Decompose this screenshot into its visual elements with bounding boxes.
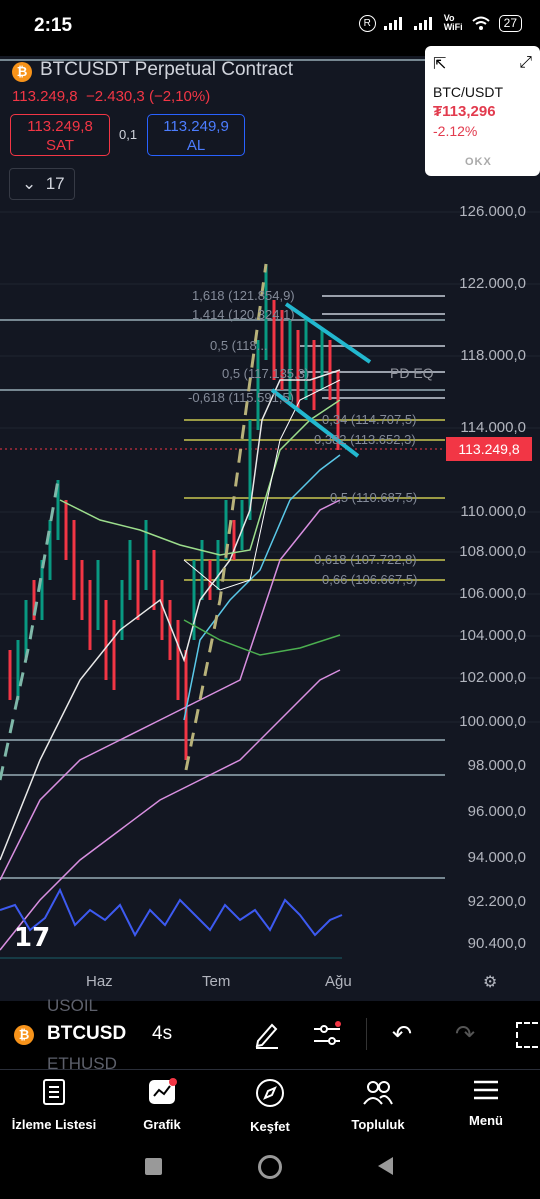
y-tick: 104.000,0 — [459, 627, 526, 644]
buy-label: AL — [186, 137, 206, 154]
back-icon[interactable] — [375, 1155, 395, 1177]
list-icon — [43, 1079, 65, 1105]
compass-icon — [256, 1079, 284, 1107]
y-tick: 94.000,0 — [467, 849, 526, 866]
widget-price: ₮113,296 — [433, 103, 496, 120]
fib-label: 0,5 (117.135,3) — [222, 366, 310, 381]
fib-label: 0,5 (118... — [210, 338, 268, 353]
status-time: 2:15 — [34, 15, 73, 36]
toolbar-divider — [366, 1018, 367, 1050]
symbol-title[interactable]: BTCUSDT Perpetual Contract — [40, 59, 294, 80]
y-tick: 106.000,0 — [459, 585, 526, 602]
nav-label: Keşfet — [250, 1119, 290, 1134]
okx-logo: OKX — [465, 156, 492, 168]
y-tick: 114.000,0 — [460, 419, 526, 436]
chart-canvas[interactable]: 𝟭𝟳 — [0, 56, 540, 1001]
y-tick: 98.000,0 — [467, 757, 526, 774]
widget-change: -2.12% — [433, 123, 478, 139]
symbol-selector[interactable]: BTCUSD — [47, 1023, 127, 1044]
symbol-ghost-below: ETHUSD — [47, 1054, 117, 1073]
nav-watchlist[interactable]: İzleme Listesi — [0, 1078, 108, 1132]
price-chart[interactable] — [0, 56, 540, 1001]
buy-price: 113.249,9 — [163, 118, 229, 135]
y-tick: 122.000,0 — [459, 275, 526, 292]
last-price: 113.249,8 — [12, 88, 78, 105]
indicators-toggle[interactable]: ⌄ 17 — [9, 168, 75, 200]
sell-label: SAT — [45, 137, 75, 154]
symbol-ghost-above: USOIL — [47, 996, 99, 1015]
fib-label: 0,34 (114.707,5) — [322, 412, 417, 427]
expand-icon[interactable]: ⤢ — [519, 54, 532, 71]
nav-label: Menü — [469, 1113, 503, 1128]
y-tick: 108.000,0 — [459, 543, 526, 560]
nav-community[interactable]: Topluluk — [324, 1078, 432, 1132]
y-tick: 118.000,0 — [460, 347, 526, 364]
y-tick: 92.200,0 — [467, 893, 526, 910]
chart-icon — [149, 1078, 177, 1104]
spread-value: 0,1 — [119, 127, 138, 142]
open-external-icon[interactable]: ⇱ — [433, 56, 447, 73]
y-tick: 96.000,0 — [467, 803, 526, 820]
price-change: −2.430,3 (−2,10%) — [85, 88, 211, 105]
y-tick: 126.000,0 — [459, 203, 526, 220]
price-change-line: 113.249,8 −2.430,3 (−2,10%) — [12, 88, 210, 105]
btc-icon: ₿ — [14, 1025, 34, 1045]
signal-icon — [383, 17, 402, 30]
y-tick: 102.000,0 — [459, 669, 526, 686]
nav-menu[interactable]: Menü — [432, 1078, 540, 1128]
fullscreen-icon[interactable] — [516, 1022, 538, 1048]
x-tick: Haz — [86, 973, 113, 990]
indicators-icon[interactable] — [312, 1021, 344, 1049]
x-tick: Ağu — [325, 973, 352, 990]
nav-explore[interactable]: Keşfet — [216, 1078, 324, 1134]
home-icon[interactable] — [258, 1155, 282, 1179]
fib-label: 0,66 (106.667,5) — [322, 572, 418, 587]
current-price-tag: 113.249,8 — [446, 437, 532, 461]
nav-label: Topluluk — [351, 1117, 405, 1132]
interval-selector[interactable]: 4s — [152, 1023, 173, 1044]
sell-price: 113.249,8 — [27, 118, 93, 135]
drawing-pen-icon[interactable] — [252, 1019, 280, 1049]
sell-button[interactable]: 113.249,8 SAT — [10, 114, 110, 156]
nav-label: Grafik — [143, 1117, 181, 1132]
registered-icon: R — [358, 14, 376, 32]
y-tick: 90.400,0 — [467, 935, 526, 952]
settings-icon[interactable]: ⚙ — [483, 974, 498, 991]
y-tick: 100.000,0 — [459, 713, 526, 730]
pd-eq-label: PD EQ — [390, 365, 434, 381]
fib-label: 1,618 (121.854,9) — [192, 288, 295, 303]
undo-icon[interactable]: ↶ — [392, 1021, 413, 1048]
tradingview-logo: 𝟭𝟳 — [14, 922, 51, 952]
nav-chart[interactable]: Grafik — [108, 1078, 216, 1132]
fib-label: 0,382 (113.652,3) — [314, 432, 416, 447]
wifi-icon — [471, 16, 490, 30]
y-tick: 110.000,0 — [460, 503, 526, 520]
community-icon — [363, 1081, 393, 1105]
fib-label: 0,5 (110.687,5) — [330, 490, 418, 505]
fib-label: -0,618 (115.591,5) — [188, 390, 294, 405]
signal-icon-2 — [413, 17, 432, 30]
btc-icon: ₿ — [12, 62, 32, 82]
fib-label: 1,414 (120.324,1) — [192, 307, 295, 322]
price-widget[interactable]: ⇱ ⤢ BTC/USDT ₮113,296 -2.12% OKX — [425, 46, 540, 176]
volte-label: Vo WiFi — [443, 13, 463, 32]
chevron-down-icon: ⌄ — [22, 174, 37, 193]
nav-label: İzleme Listesi — [11, 1117, 97, 1132]
battery-icon: 27 — [498, 14, 522, 32]
status-icons: R Vo WiFi 27 — [358, 13, 522, 32]
redo-icon[interactable]: ↷ — [455, 1021, 476, 1048]
widget-pair: BTC/USDT — [433, 84, 503, 100]
buy-button[interactable]: 113.249,9 AL — [147, 114, 245, 156]
fib-label: 0,618 (107.722,8) — [314, 552, 417, 567]
recents-icon[interactable] — [145, 1158, 162, 1175]
indicator-count: 17 — [45, 174, 65, 193]
x-tick: Tem — [202, 973, 231, 990]
menu-icon — [474, 1080, 498, 1100]
